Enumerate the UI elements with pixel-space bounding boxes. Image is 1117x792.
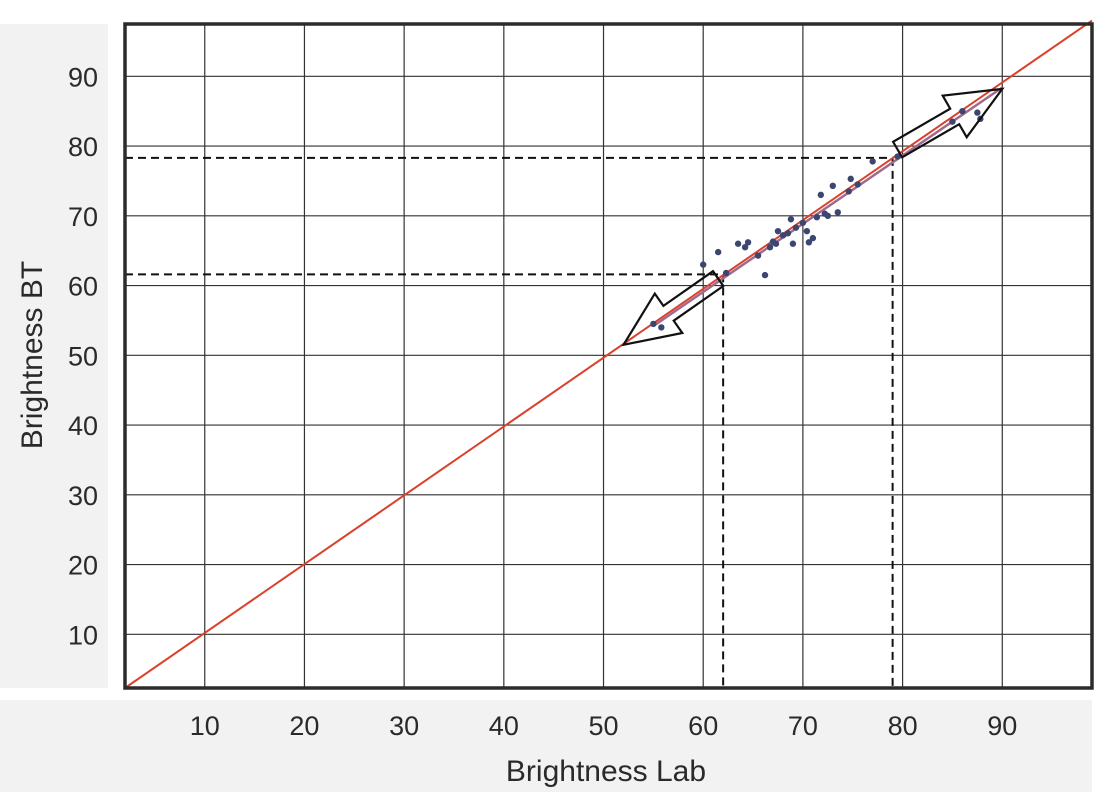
data-point-2 [700, 261, 707, 268]
data-point-12 [772, 240, 780, 247]
x-tick-label-1: 20 [289, 711, 319, 741]
x-axis-label: Brightness Lab [506, 755, 706, 788]
data-point-7 [744, 239, 752, 246]
data-point-15 [784, 230, 792, 237]
x-tick-label-7: 80 [888, 711, 918, 741]
y-axis-label: Brightness BT [16, 261, 49, 449]
y-tick-label-6: 70 [68, 202, 98, 232]
data-point-32 [869, 158, 876, 165]
data-point-36 [974, 109, 981, 116]
y-tick-label-8: 90 [68, 62, 98, 92]
range-arrow-0 [621, 269, 725, 347]
data-point-10 [766, 243, 774, 251]
data-point-23 [813, 214, 821, 221]
data-point-4 [722, 269, 730, 277]
x-tick-label-2: 30 [389, 711, 419, 741]
data-point-29 [845, 188, 852, 195]
data-point-16 [787, 216, 795, 223]
x-tick-label-8: 90 [987, 711, 1017, 741]
data-point-13 [774, 227, 782, 235]
y-axis-band [0, 24, 108, 688]
y-tick-label-3: 40 [68, 411, 98, 441]
x-tick-label-4: 50 [588, 711, 618, 741]
y-tick-label-0: 10 [68, 620, 98, 650]
y-tick-label-4: 50 [68, 341, 98, 371]
data-point-21 [805, 239, 813, 246]
identity-line [124, 19, 1093, 689]
data-point-1 [658, 324, 665, 331]
plot-frame [123, 22, 1094, 690]
data-point-20 [803, 227, 811, 235]
y-tick-labels: 10 20 30 40 50 60 70 80 90 [68, 62, 98, 650]
data-point-17 [789, 240, 797, 247]
y-tick-label-5: 60 [68, 272, 98, 302]
range-arrows [621, 87, 1005, 347]
identity-line-group [124, 19, 1093, 689]
x-tick-label-6: 70 [788, 711, 818, 741]
x-tick-label-3: 40 [489, 711, 519, 741]
y-tick-label-1: 20 [68, 551, 98, 581]
reference-lines [125, 156, 894, 688]
data-point-5 [734, 240, 742, 247]
data-point-33 [894, 153, 901, 160]
data-point-31 [854, 181, 861, 188]
data-point-14 [779, 232, 787, 239]
range-arrow-1 [891, 87, 1005, 159]
data-point-19 [799, 219, 807, 226]
regression-line-group [652, 86, 1003, 328]
x-tick-label-5: 60 [688, 711, 718, 741]
x-tick-labels: 10 20 30 40 50 60 70 80 90 [190, 711, 1018, 741]
y-tick-label-7: 80 [68, 132, 98, 162]
data-point-6 [741, 243, 749, 251]
y-tick-label-2: 30 [68, 481, 98, 511]
data-point-27 [829, 182, 837, 190]
data-points [650, 107, 984, 331]
data-point-9 [761, 271, 769, 279]
grid-lines [125, 24, 1092, 688]
data-point-22 [809, 234, 817, 242]
data-point-34 [949, 118, 956, 125]
data-point-0 [650, 320, 657, 328]
data-point-24 [817, 191, 825, 199]
data-point-26 [824, 212, 832, 220]
x-tick-label-0: 10 [190, 711, 220, 741]
data-point-35 [959, 107, 966, 115]
x-axis-band [0, 700, 1092, 792]
data-point-18 [792, 224, 800, 231]
data-point-3 [714, 248, 722, 256]
regression-line [652, 86, 1003, 328]
data-point-28 [834, 209, 841, 216]
data-point-8 [754, 252, 762, 259]
data-point-30 [847, 175, 854, 183]
